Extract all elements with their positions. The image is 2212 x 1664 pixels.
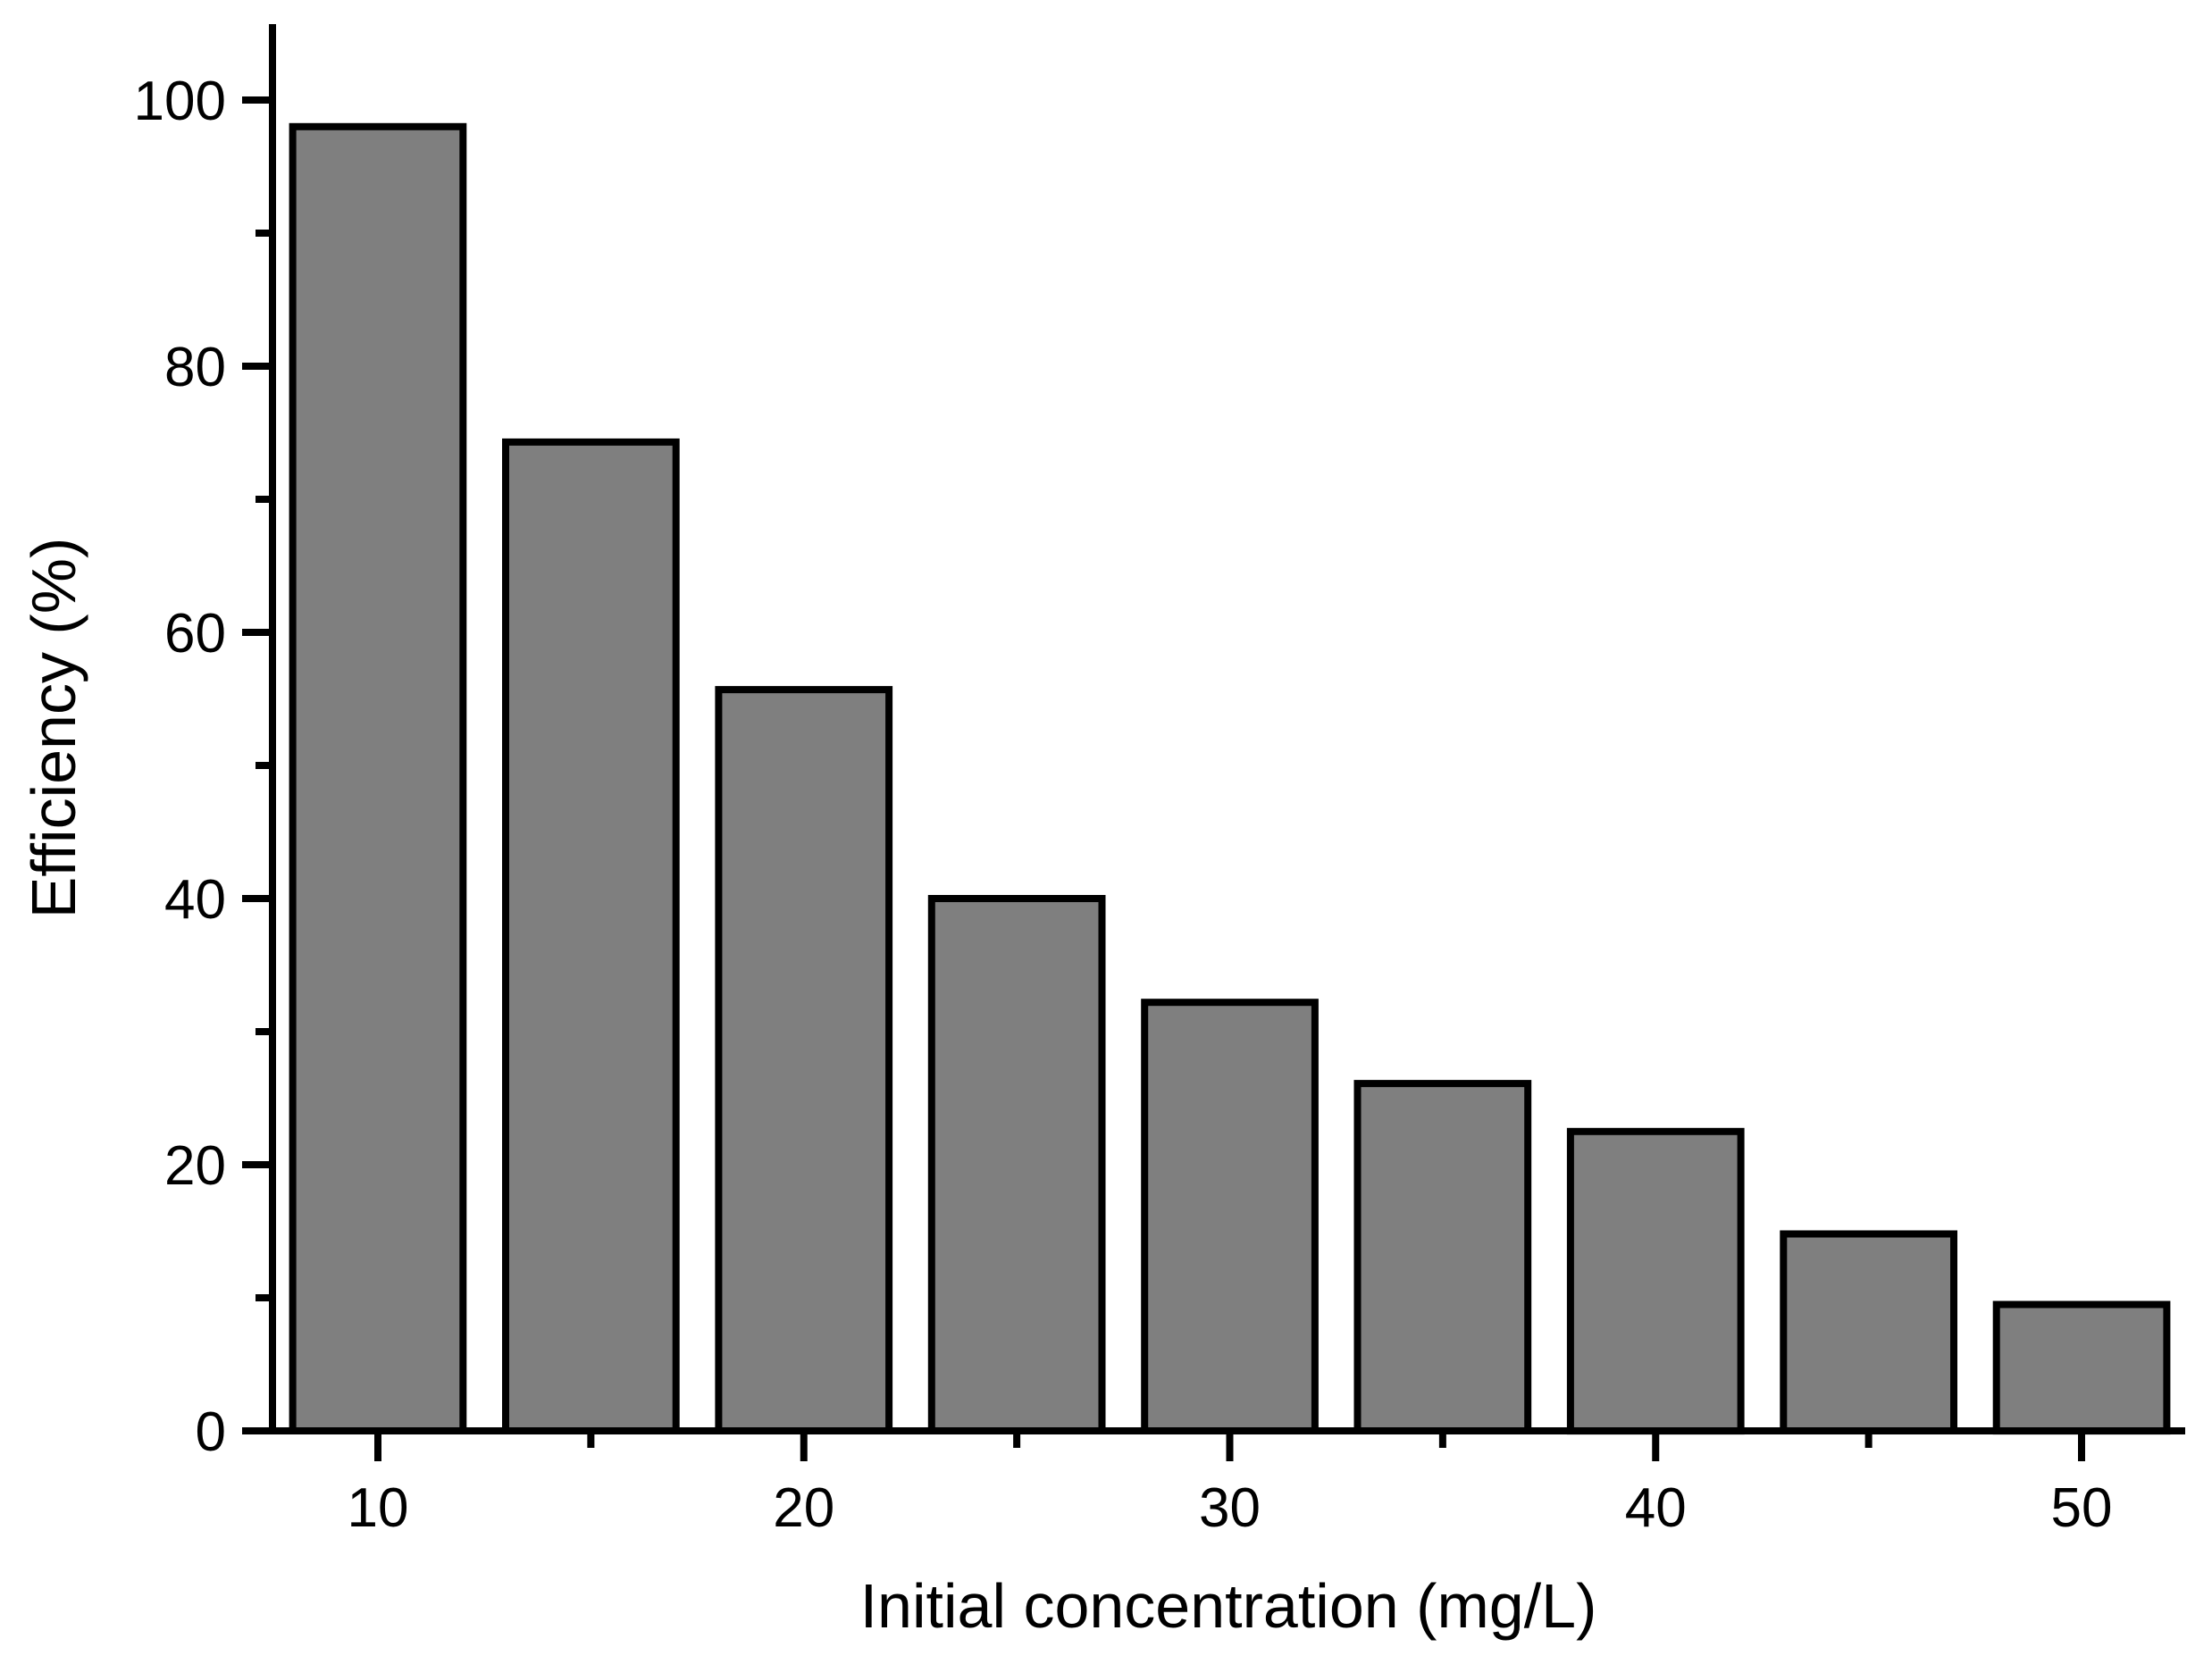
y-axis-title: Efficiency (%) (19, 538, 88, 919)
bars-group (289, 122, 2171, 1435)
y-tick-label: 60 (164, 603, 226, 665)
bar (502, 438, 680, 1434)
x-tick-label: 50 (2051, 1477, 2113, 1539)
bar (1353, 1080, 1532, 1434)
y-tick-label: 20 (164, 1135, 226, 1197)
x-axis-title: Initial concentration (mg/L) (860, 1571, 1597, 1641)
x-tick-label: 10 (348, 1477, 409, 1539)
y-tick-label: 0 (196, 1401, 226, 1463)
x-tick-label: 30 (1199, 1477, 1261, 1539)
y-tick-label: 80 (164, 337, 226, 398)
bar (1992, 1300, 2171, 1435)
x-tick-label: 40 (1625, 1477, 1687, 1539)
bar (1780, 1230, 1958, 1434)
bar (1141, 999, 1319, 1434)
bar (289, 122, 467, 1434)
bar (715, 686, 893, 1434)
y-tick-label: 40 (164, 869, 226, 931)
bar (927, 895, 1106, 1434)
x-tick-label: 20 (773, 1477, 834, 1539)
tick-labels-group: 0 20 40 60 80 100 10 20 30 40 50 (134, 71, 2113, 1539)
y-tick-label: 100 (134, 71, 226, 132)
axes-group (242, 24, 2185, 1461)
bar (1566, 1127, 1745, 1435)
